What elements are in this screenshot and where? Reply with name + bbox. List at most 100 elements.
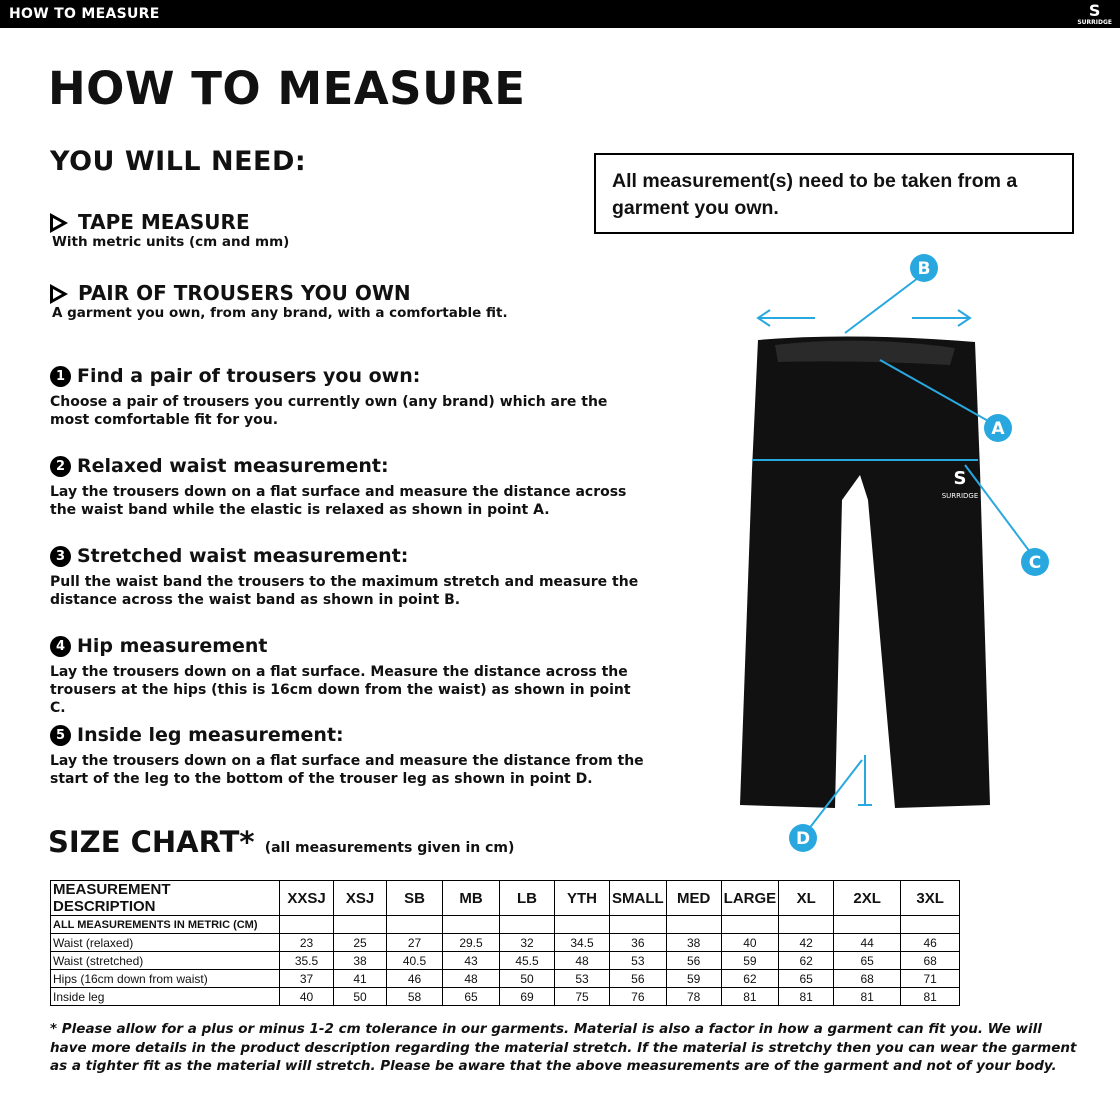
step-title: 5 Inside leg measurement: <box>50 724 650 746</box>
cell: 43 <box>442 951 500 970</box>
bar-title: HOW TO MEASURE <box>9 6 160 22</box>
cell: 56 <box>609 969 667 988</box>
cell: 58 <box>386 987 443 1006</box>
cell: 48 <box>442 969 500 988</box>
empty-cell <box>720 915 780 934</box>
cell: 27 <box>386 933 443 952</box>
row-label: Waist (stretched) <box>50 951 280 970</box>
trousers <box>740 336 990 808</box>
cell: 48 <box>554 951 610 970</box>
cell: 41 <box>333 969 387 988</box>
empty-cell <box>442 915 500 934</box>
step: 3 Stretched waist measurement: Pull the wa… <box>50 545 650 609</box>
need-item: TAPE MEASURE With metric units (cm and m… <box>50 210 289 250</box>
cell: 23 <box>279 933 334 952</box>
point-label: B <box>918 259 931 279</box>
row-label: Inside leg <box>50 987 280 1006</box>
step-title: 2 Relaxed waist measurement: <box>50 455 650 477</box>
empty-cell <box>279 915 334 934</box>
step-number: 4 <box>50 635 71 657</box>
cell: 32 <box>499 933 555 952</box>
step: 2 Relaxed waist measurement: Lay the trous… <box>50 455 650 519</box>
row-label: Hips (16cm down from waist) <box>50 969 280 988</box>
cell: 53 <box>609 951 667 970</box>
point-circle <box>910 254 938 282</box>
step-heading: Hip measurement <box>77 635 268 657</box>
need-item-text: With metric units (cm and mm) <box>52 234 290 250</box>
column-header: LARGE <box>720 880 780 916</box>
point-label: A <box>991 419 1005 439</box>
step: 4 Hip measurement Lay the trousers down on… <box>50 635 650 717</box>
point-circle <box>1021 548 1049 576</box>
step-text: Lay the trousers down on a flat surface.… <box>50 664 631 716</box>
point-label: C <box>1029 553 1041 573</box>
data-row: Waist (stretched) 35.5 38 40.5 43 45.5 48 53 56 5… <box>50 951 961 970</box>
need-item-text: A garment you own, from any brand, with … <box>52 305 508 321</box>
size-chart-heading: SIZE CHART* (all measurements given in c… <box>48 825 514 859</box>
header-row: MEASUREMENT DESCRIPTION XXSJ XSJ SB MB LB YTH S… <box>50 880 961 916</box>
cell: 35.5 <box>279 951 334 970</box>
row-label: Waist (relaxed) <box>50 933 280 952</box>
waistband <box>775 340 955 365</box>
point-circle <box>789 824 817 852</box>
empty-cell <box>554 915 610 934</box>
step-number: 3 <box>50 545 71 567</box>
cell: 76 <box>609 987 667 1006</box>
trousers-logo-mark: S <box>954 468 967 489</box>
empty-cell <box>778 915 835 934</box>
step-number: 5 <box>50 724 71 746</box>
data-row: Hips (16cm down from waist) 37 41 46 48 50 53 5… <box>50 969 961 988</box>
column-header: 3XL <box>900 880 961 916</box>
cell: 34.5 <box>554 933 610 952</box>
cell: 29.5 <box>442 933 500 952</box>
step-heading: Stretched waist measurement: <box>77 545 409 567</box>
cell: 62 <box>778 951 835 970</box>
cell: 37 <box>279 969 334 988</box>
cell: 59 <box>665 969 722 988</box>
cell: 38 <box>333 951 387 970</box>
step-number: 1 <box>50 365 71 387</box>
step-heading: Inside leg measurement: <box>77 724 344 746</box>
cell: 44 <box>833 933 902 952</box>
cell: 81 <box>778 987 835 1006</box>
empty-cell <box>665 915 722 934</box>
cell: 40 <box>720 933 780 952</box>
cell: 45.5 <box>499 951 555 970</box>
subheader: ALL MEASUREMENTS IN METRIC (CM) <box>50 915 280 934</box>
step-title: 4 Hip measurement <box>50 635 650 657</box>
column-header: LB <box>499 880 555 916</box>
cell: 81 <box>900 987 961 1006</box>
cell: 25 <box>333 933 387 952</box>
column-header: 2XL <box>833 880 902 916</box>
cell: 65 <box>778 969 835 988</box>
column-header: SB <box>386 880 443 916</box>
step-heading: Relaxed waist measurement: <box>77 455 389 477</box>
cell: 81 <box>833 987 902 1006</box>
top-bar <box>0 0 1120 28</box>
cell: 38 <box>665 933 722 952</box>
page-title: HOW TO MEASURE <box>48 62 526 115</box>
empty-cell <box>386 915 443 934</box>
section-heading: YOU WILL NEED: <box>50 146 307 177</box>
cell: 81 <box>720 987 780 1006</box>
data-row: Inside leg 40 50 58 65 69 75 76 78 81 81 81 81 <box>50 987 961 1006</box>
size-chart-title: SIZE CHART* <box>48 825 255 859</box>
trousers-logo: SURRIDGE <box>942 492 979 500</box>
column-header: XSJ <box>333 880 387 916</box>
column-header: MB <box>442 880 500 916</box>
column-header: MEASUREMENT DESCRIPTION <box>50 880 280 916</box>
point-label: D <box>796 829 810 849</box>
point-circle <box>984 414 1012 442</box>
cell: 68 <box>833 969 902 988</box>
cell: 46 <box>386 969 443 988</box>
cell: 68 <box>900 951 961 970</box>
step-title: 1 Find a pair of trousers you own: <box>50 365 650 387</box>
empty-cell <box>499 915 555 934</box>
cell: 69 <box>499 987 555 1006</box>
note-box: All measurement(s) need to be taken from… <box>594 153 1074 234</box>
step-text: Lay the trousers down on a flat surface … <box>50 753 644 787</box>
cell: 75 <box>554 987 610 1006</box>
step-text: Pull the waist band the trousers to the … <box>50 574 639 608</box>
need-item-title: PAIR OF TROUSERS YOU OWN <box>50 281 508 305</box>
